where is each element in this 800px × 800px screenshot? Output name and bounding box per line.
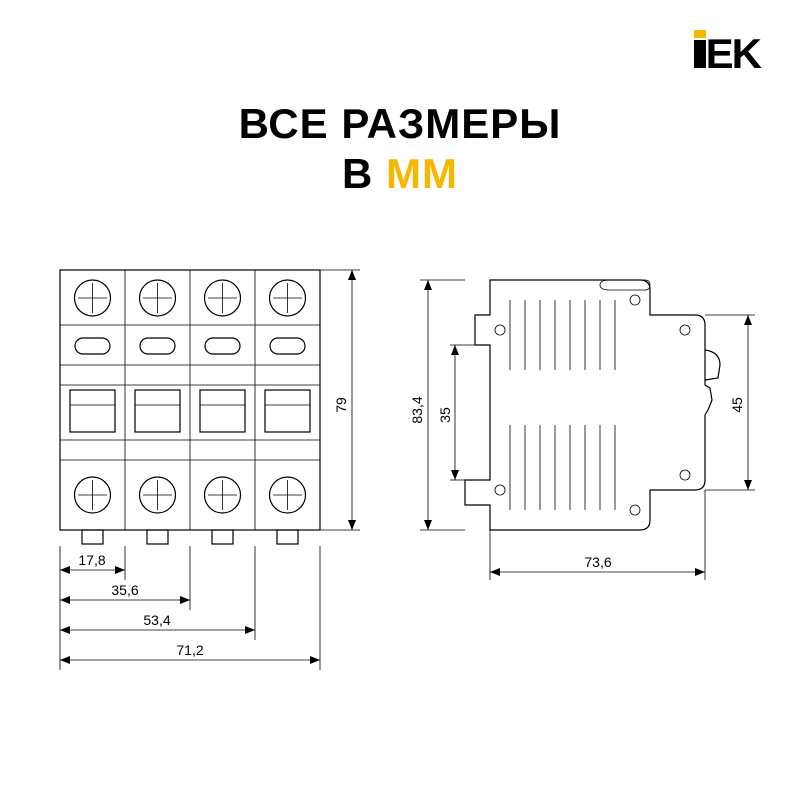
brand-logo: EK [694, 30, 760, 78]
logo-e: E [706, 30, 732, 77]
side-view: 83,4 35 45 73,6 [409, 280, 755, 580]
dim-83-4: 83,4 [409, 396, 425, 423]
dim-53-4: 53,4 [143, 612, 170, 628]
subtitle-accent: ММ [386, 150, 458, 197]
subtitle-prefix: В [342, 150, 386, 197]
dimension-drawing-svg: 79 17,8 35,6 53,4 71,2 [20, 250, 780, 710]
logo-k: K [732, 30, 760, 77]
page-subtitle: В ММ [0, 150, 800, 198]
dim-73-6: 73,6 [584, 554, 611, 570]
dim-45: 45 [729, 397, 745, 413]
dim-71-2: 71,2 [176, 642, 203, 658]
dim-17-8: 17,8 [78, 552, 105, 568]
front-view: 79 17,8 35,6 53,4 71,2 [60, 270, 360, 670]
page-title: ВСЕ РАЗМЕРЫ [0, 100, 800, 148]
dim-height-79: 79 [333, 397, 349, 413]
dim-35: 35 [437, 407, 453, 423]
technical-drawing: 79 17,8 35,6 53,4 71,2 [0, 250, 800, 750]
dim-35-6: 35,6 [111, 582, 138, 598]
